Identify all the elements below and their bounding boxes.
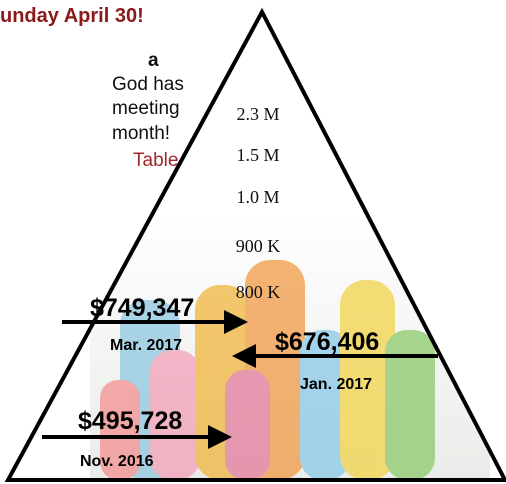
pyramid-level: 1.0 M: [236, 187, 279, 207]
milestone-date: Jan. 2017: [300, 376, 372, 393]
body-line: month!: [112, 123, 170, 144]
pyramid-level: 2.3 M: [236, 104, 279, 124]
pyramid-level: 900 K: [236, 236, 281, 256]
hand: [385, 330, 435, 480]
pyramid-level: 800 K: [236, 282, 281, 302]
milestone-amount: $495,728: [78, 407, 182, 435]
pyramid-level: 1.5 M: [236, 145, 279, 165]
milestone-amount: $749,347: [90, 294, 194, 322]
page: unday April 30! a God has meeting month!…: [0, 0, 506, 484]
hand: [225, 370, 270, 480]
body-line: a: [148, 50, 159, 71]
milestone-amount: $676,406: [275, 328, 379, 356]
body-line: God has: [112, 74, 184, 95]
body-line: meeting: [112, 98, 180, 119]
newsletter-crop: unday April 30! a God has meeting month!…: [0, 0, 506, 484]
header-title: unday April 30!: [0, 5, 144, 27]
milestone-date: Mar. 2017: [110, 337, 182, 354]
milestone-date: Nov. 2016: [80, 453, 154, 470]
